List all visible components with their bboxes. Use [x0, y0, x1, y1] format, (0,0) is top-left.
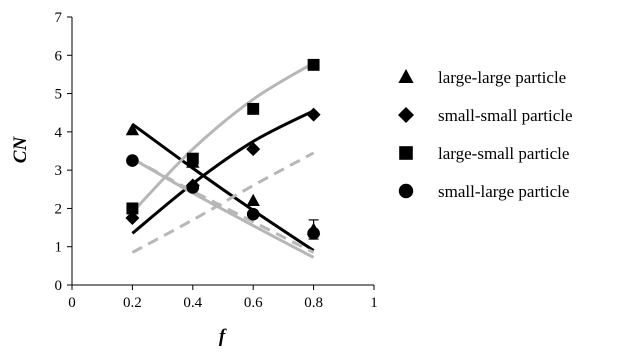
y-tick-label-4: 4 — [55, 125, 63, 141]
series-2-point-1 — [125, 211, 140, 225]
fit-line-3 — [131, 61, 315, 214]
legend-marker-4 — [398, 183, 414, 199]
x-tick-label-3: 0.6 — [244, 295, 263, 311]
legend-label-3: large-small particle — [438, 144, 569, 163]
legend-marker-2 — [398, 107, 414, 123]
y-tick-label-1: 1 — [55, 240, 63, 256]
x-tick-label-2: 0.4 — [183, 295, 202, 311]
fit-line-4 — [131, 157, 315, 259]
y-axis-title: CN — [10, 136, 31, 164]
legend-marker-1 — [398, 69, 414, 83]
axes: 0 1 2 3 4 5 6 7 0 0.2 0.4 0.6 0.8 1 — [55, 10, 378, 311]
fit-lines — [131, 61, 315, 259]
series-3-point-2 — [186, 152, 199, 165]
x-tick-label-0: 0 — [68, 295, 76, 311]
series-4-point-3 — [246, 207, 260, 221]
fit-line-1 — [131, 122, 315, 252]
series-4-point-1 — [126, 154, 139, 167]
x-tick-label-4: 0.8 — [304, 295, 323, 311]
legend-label-1: large-large particle — [438, 68, 566, 87]
legend-marker-3 — [399, 146, 413, 160]
series-4-point-4 — [307, 227, 320, 240]
series-1-point-3 — [246, 193, 260, 207]
series-3-point-1 — [126, 202, 139, 215]
x-axis-title: f — [219, 326, 227, 347]
fit-line-5 — [131, 151, 315, 254]
series-2-point-4 — [306, 107, 321, 122]
data-markers — [125, 58, 321, 240]
legend-label-4: small-large particle — [438, 182, 569, 201]
fit-line-2 — [131, 109, 315, 235]
legend-label-2: small-small particle — [438, 106, 573, 125]
y-tick-label-7: 7 — [55, 10, 63, 26]
y-tick-label-5: 5 — [55, 87, 63, 103]
y-tick-label-0: 0 — [55, 278, 63, 294]
series-3-point-4 — [307, 58, 320, 71]
series-3-point-3 — [247, 102, 260, 115]
y-tick-label-3: 3 — [55, 163, 63, 179]
series-1-point-1 — [125, 122, 140, 136]
x-tick-label-5: 1 — [370, 295, 378, 311]
legend: large-large particle small-small particle… — [398, 68, 573, 201]
y-tick-label-2: 2 — [55, 201, 63, 217]
series-2-point-3 — [246, 142, 261, 157]
x-tick-label-1: 0.2 — [123, 295, 142, 311]
y-tick-label-6: 6 — [55, 48, 63, 64]
series-4-point-2 — [186, 181, 200, 194]
